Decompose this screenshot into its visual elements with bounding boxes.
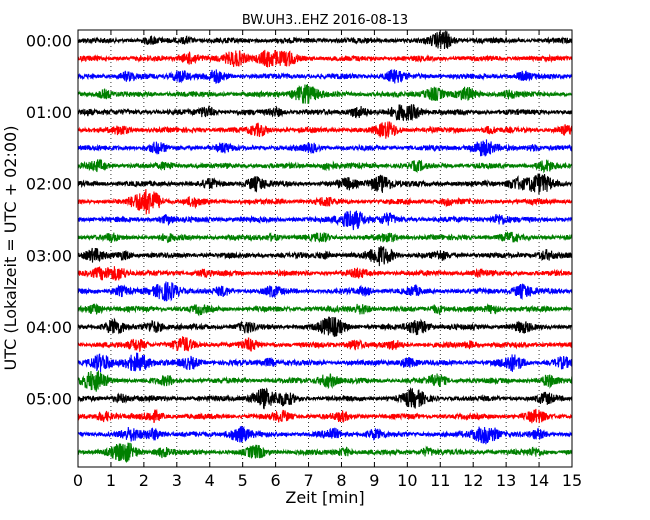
seismogram-trace: [77, 84, 573, 104]
x-tick-label: 7: [303, 471, 313, 490]
seismogram-trace: [77, 158, 573, 174]
chart-title: BW.UH3..EHZ 2016-08-13: [242, 13, 408, 28]
y-tick-label: 04:00: [26, 318, 72, 337]
x-tick-label: 5: [238, 471, 248, 490]
y-tick-label: 05:00: [26, 390, 72, 409]
seismogram-trace: [77, 30, 573, 50]
y-axis-ticks: 00:00 01:00 02:00 03:00 04:00 05:00: [26, 32, 572, 409]
seismogram-trace: [77, 173, 573, 195]
x-tick-label: 12: [463, 471, 483, 490]
x-tick-label: 10: [397, 471, 417, 490]
x-tick-label: 8: [336, 471, 346, 490]
x-tick-label: 2: [139, 471, 149, 490]
seismogram-trace: [77, 231, 573, 244]
seismogram-trace: [77, 352, 573, 372]
y-tick-label: 02:00: [26, 175, 72, 194]
seismogram-trace: [77, 121, 573, 139]
x-tick-label: 0: [73, 471, 83, 490]
seismogram-trace: [77, 370, 573, 392]
seismogram-traces: [77, 30, 573, 463]
x-tick-label: 6: [271, 471, 281, 490]
seismogram-trace: [77, 49, 573, 68]
x-tick-label: 3: [172, 471, 182, 490]
seismogram-trace: [77, 104, 573, 122]
x-tick-label: 9: [369, 471, 379, 490]
seismogram-trace: [77, 139, 573, 157]
seismogram-trace: [77, 302, 573, 317]
x-axis-ticks: 0 1 2 3 4 5 6 7 8 9 10 11 12 13 14 15: [73, 30, 582, 490]
x-tick-label: 4: [205, 471, 215, 490]
y-tick-label: 01:00: [26, 103, 72, 122]
seismogram-trace: [77, 442, 573, 463]
x-tick-label: 13: [496, 471, 516, 490]
x-tick-label: 11: [430, 471, 450, 490]
x-axis-label: Zeit [min]: [285, 488, 364, 507]
seismogram-trace: [77, 189, 573, 215]
x-tick-label: 14: [529, 471, 549, 490]
y-tick-label: 00:00: [26, 32, 72, 51]
y-axis-label: UTC (Lokalzeit = UTC + 02:00): [1, 126, 20, 371]
seismogram-trace: [77, 266, 573, 281]
seismogram-trace: [77, 425, 573, 445]
y-tick-label: 03:00: [26, 246, 72, 265]
x-tick-label: 1: [106, 471, 116, 490]
seismogram-trace: [77, 336, 573, 353]
x-tick-label: 15: [562, 471, 582, 490]
seismogram-trace: [77, 281, 573, 302]
seismogram-trace: [77, 69, 573, 84]
seismogram-trace: [77, 245, 573, 267]
seismogram-trace: [77, 387, 573, 410]
seismogram-trace: [77, 316, 573, 337]
seismogram-trace: [77, 210, 573, 231]
seismogram-trace: [77, 408, 573, 424]
plot-frame: [77, 29, 573, 468]
